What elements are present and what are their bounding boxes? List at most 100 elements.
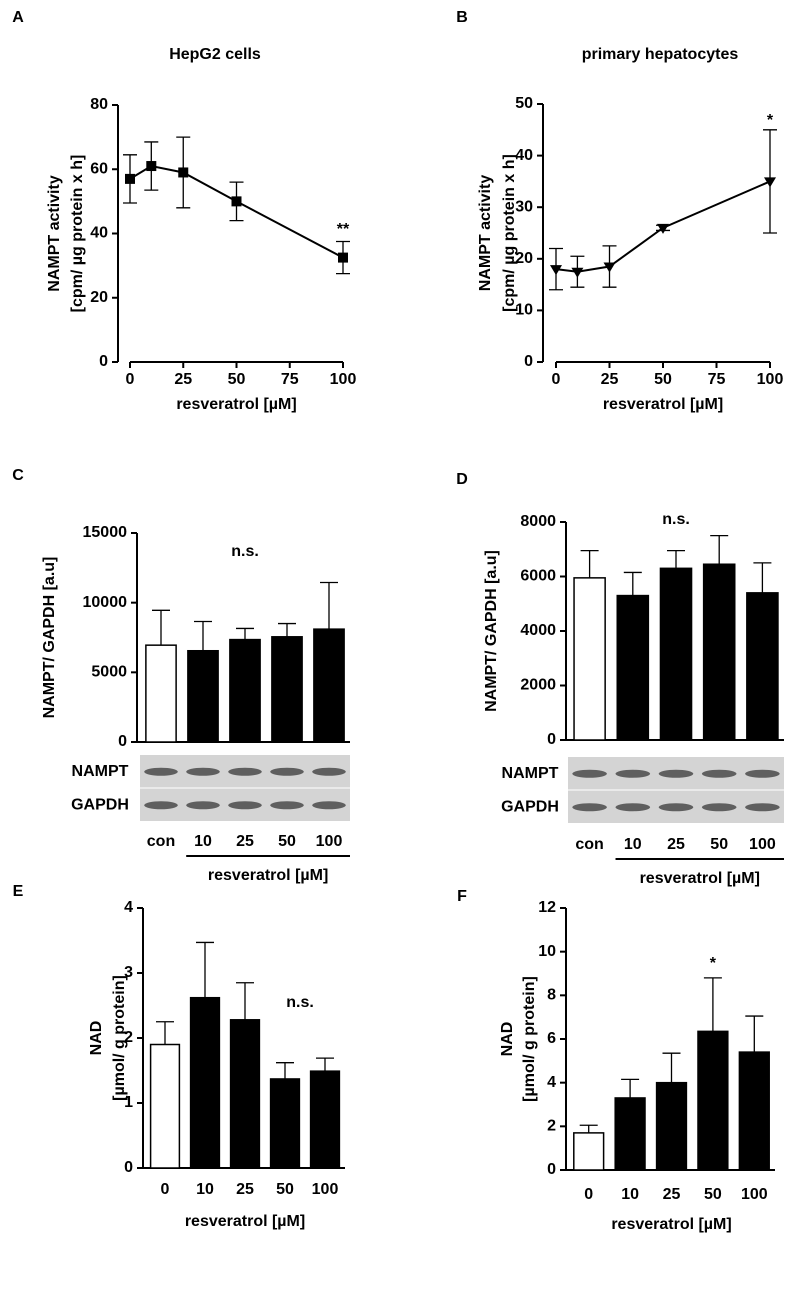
y-axis-label: [cpm/ µg protein x h] bbox=[69, 155, 86, 313]
x-axis-label: resveratrol [µM] bbox=[176, 396, 296, 413]
bar bbox=[229, 1019, 261, 1169]
y-tick-label: 20 bbox=[515, 250, 533, 267]
y-tick-label: 8000 bbox=[520, 513, 556, 530]
blot-band bbox=[228, 801, 262, 810]
x-axis-label: resveratrol [µM] bbox=[640, 870, 760, 887]
bar bbox=[229, 638, 261, 743]
y-tick-label: 80 bbox=[90, 96, 108, 113]
y-axis-label: NAD bbox=[88, 1021, 105, 1056]
y-tick-label: 20 bbox=[90, 289, 108, 306]
marker bbox=[571, 267, 584, 278]
y-tick-label: 2 bbox=[547, 1118, 556, 1135]
bar bbox=[145, 644, 177, 743]
y-tick-label: 4 bbox=[547, 1074, 556, 1091]
x-axis-label: resveratrol [µM] bbox=[603, 396, 723, 413]
y-tick-label: 2000 bbox=[520, 677, 556, 694]
x-tick-label: 10 bbox=[196, 1181, 214, 1198]
x-tick-label: 100 bbox=[330, 371, 357, 388]
y-tick-label: 10 bbox=[515, 302, 533, 319]
y-tick-label: 0 bbox=[547, 731, 556, 748]
x-tick-label: 25 bbox=[174, 371, 192, 388]
x-tick-label: 10 bbox=[621, 1186, 639, 1203]
blot-band bbox=[701, 803, 737, 812]
blot-band bbox=[312, 801, 346, 810]
blot-band bbox=[572, 803, 607, 812]
bar bbox=[149, 1043, 181, 1169]
x-tick-label: 10 bbox=[624, 836, 642, 853]
y-axis-label: [µmol/ g protein] bbox=[111, 975, 128, 1101]
y-axis-label: NAMPT/ GAPDH [a.u] bbox=[483, 550, 500, 712]
y-tick-label: 4 bbox=[124, 899, 133, 916]
marker bbox=[550, 265, 562, 276]
y-tick-label: 5000 bbox=[91, 664, 127, 681]
x-axis-label: resveratrol [µM] bbox=[208, 867, 328, 884]
bar bbox=[309, 1070, 341, 1169]
panel: E NAD [µmol/ g protein] 0 1 2 3 4 0 10 25 50 100 n.s.… bbox=[13, 883, 345, 1230]
x-tick-label: 50 bbox=[228, 371, 246, 388]
y-axis-label: NAD bbox=[499, 1022, 516, 1057]
x-tick-label: 100 bbox=[312, 1181, 339, 1198]
y-tick-label: 60 bbox=[90, 160, 108, 177]
chart-title: HepG2 cells bbox=[169, 46, 261, 63]
y-tick-label: 10000 bbox=[83, 594, 128, 611]
blot-band bbox=[144, 801, 178, 810]
x-tick-label: 50 bbox=[276, 1181, 294, 1198]
y-tick-label: 40 bbox=[515, 147, 533, 164]
panel: D NAMPT/ GAPDH [a.u] 0 2000 4000 6000 8000 con 1… bbox=[456, 471, 784, 887]
panel-letter: D bbox=[456, 471, 468, 488]
x-tick-label: 0 bbox=[552, 371, 561, 388]
x-tick-label: 25 bbox=[236, 833, 254, 850]
y-axis-label: NAMPT/ GAPDH [a.u] bbox=[41, 557, 58, 719]
x-axis-label: resveratrol [µM] bbox=[611, 1216, 731, 1233]
x-tick-label: con bbox=[147, 833, 175, 850]
x-tick-label: 100 bbox=[757, 371, 784, 388]
y-tick-label: 6 bbox=[547, 1030, 556, 1047]
x-tick-label: 100 bbox=[316, 833, 343, 850]
y-tick-label: 3 bbox=[124, 964, 133, 981]
blot-label: GAPDH bbox=[501, 798, 559, 815]
y-axis-label: [µmol/ g protein] bbox=[521, 976, 538, 1102]
x-tick-label: 25 bbox=[667, 836, 685, 853]
marker bbox=[603, 262, 616, 273]
bar bbox=[697, 1030, 729, 1171]
x-tick-label: 0 bbox=[161, 1181, 170, 1198]
bar bbox=[616, 594, 650, 741]
blot-label: GAPDH bbox=[71, 796, 129, 813]
marker bbox=[764, 177, 776, 188]
panel-letter: A bbox=[12, 9, 24, 26]
annotation: n.s. bbox=[286, 994, 314, 1011]
x-tick-label: 25 bbox=[663, 1186, 681, 1203]
y-axis-label: NAMPT activity bbox=[46, 175, 63, 292]
y-tick-label: 0 bbox=[524, 353, 533, 370]
blot-band bbox=[615, 769, 651, 778]
bar bbox=[269, 1078, 301, 1169]
x-tick-label: 75 bbox=[281, 371, 299, 388]
y-tick-label: 2 bbox=[124, 1029, 133, 1046]
panel-letter: B bbox=[456, 9, 468, 26]
x-tick-label: 50 bbox=[278, 833, 296, 850]
marker bbox=[338, 252, 348, 263]
y-tick-label: 0 bbox=[547, 1161, 556, 1178]
y-tick-label: 1 bbox=[124, 1094, 133, 1111]
y-tick-label: 40 bbox=[90, 225, 108, 242]
panel-letter: C bbox=[12, 467, 24, 484]
x-tick-label: 50 bbox=[654, 371, 672, 388]
panel: C NAMPT/ GAPDH [a.u] 0 5000 10000 15000 con 10 2… bbox=[12, 467, 350, 884]
x-tick-label: con bbox=[575, 836, 603, 853]
marker bbox=[125, 173, 135, 184]
bar bbox=[573, 577, 606, 741]
blot-label: NAMPT bbox=[72, 763, 129, 780]
y-tick-label: 6000 bbox=[520, 568, 556, 585]
bar bbox=[573, 1132, 605, 1171]
annotation: ** bbox=[337, 221, 350, 238]
annotation: n.s. bbox=[662, 511, 690, 528]
bar bbox=[738, 1051, 770, 1171]
y-axis-label: [cpm/ µg protein x h] bbox=[501, 154, 518, 312]
bar bbox=[189, 996, 221, 1169]
bar bbox=[702, 563, 736, 741]
annotation: * bbox=[710, 955, 717, 972]
y-tick-label: 0 bbox=[99, 353, 108, 370]
x-tick-label: 100 bbox=[749, 836, 776, 853]
x-tick-label: 0 bbox=[584, 1186, 593, 1203]
